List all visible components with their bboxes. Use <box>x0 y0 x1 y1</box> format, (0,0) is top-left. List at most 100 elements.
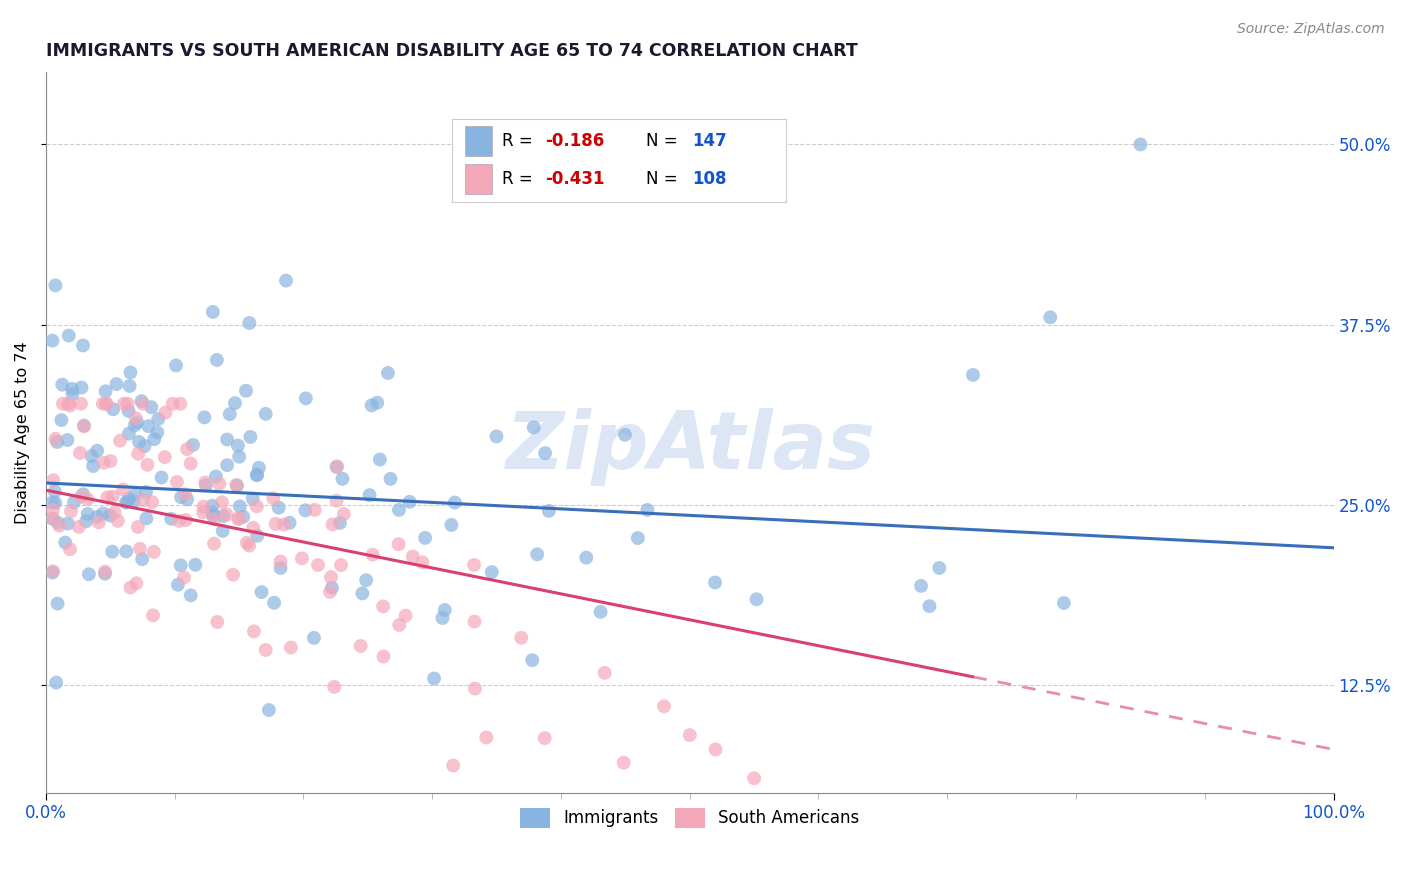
Text: Source: ZipAtlas.com: Source: ZipAtlas.com <box>1237 22 1385 37</box>
Point <box>94 384 117 399</box>
Point <box>1053 596 1076 610</box>
Point <box>589 605 612 619</box>
Point <box>129 541 152 556</box>
Point <box>56 433 79 447</box>
Point <box>193 505 215 519</box>
Point <box>537 504 560 518</box>
Point <box>962 368 984 382</box>
Point <box>118 426 141 441</box>
Point <box>46 516 69 530</box>
Point <box>138 419 160 434</box>
Point <box>235 384 257 398</box>
Point <box>254 643 277 657</box>
Point <box>526 547 548 561</box>
Point <box>350 639 373 653</box>
Point <box>463 615 485 629</box>
Point <box>143 432 166 446</box>
Point <box>593 665 616 680</box>
Point <box>441 758 464 772</box>
Point <box>101 490 124 504</box>
Point <box>44 496 66 510</box>
Point <box>125 411 148 425</box>
Point <box>69 446 91 460</box>
Point <box>229 500 252 514</box>
Point <box>207 615 229 629</box>
Point <box>232 509 254 524</box>
Point <box>44 484 66 499</box>
Point <box>128 434 150 449</box>
Point <box>105 377 128 392</box>
Point <box>46 434 69 449</box>
Point <box>112 397 135 411</box>
Point <box>184 558 207 572</box>
Point <box>72 338 94 352</box>
Point <box>411 556 433 570</box>
Point <box>533 731 555 745</box>
Point <box>142 608 165 623</box>
Point <box>58 328 80 343</box>
Point <box>75 514 97 528</box>
Point <box>295 392 318 406</box>
Point <box>330 558 353 573</box>
Point <box>201 305 224 319</box>
Point <box>120 581 142 595</box>
Point <box>162 397 184 411</box>
Point <box>42 473 65 487</box>
Point <box>51 377 73 392</box>
Point <box>150 470 173 484</box>
Point <box>174 513 197 527</box>
Point <box>86 443 108 458</box>
Point <box>228 511 250 525</box>
Point <box>225 478 247 492</box>
Point <box>42 511 65 525</box>
Point <box>93 456 115 470</box>
Point <box>228 512 250 526</box>
Point <box>134 439 156 453</box>
Point <box>91 507 114 521</box>
Point <box>132 397 155 411</box>
Point <box>273 517 295 532</box>
Point <box>704 575 727 590</box>
Point <box>80 449 103 463</box>
Point <box>433 603 456 617</box>
Point <box>41 566 63 580</box>
Point <box>101 402 124 417</box>
Point <box>52 397 75 411</box>
Point <box>398 495 420 509</box>
Point <box>264 516 287 531</box>
Point <box>636 503 658 517</box>
Point <box>127 447 149 461</box>
Point <box>274 274 297 288</box>
Point <box>322 517 344 532</box>
Point <box>205 469 228 483</box>
Point <box>246 529 269 543</box>
Point <box>174 487 197 501</box>
Point <box>444 495 467 509</box>
Point <box>173 570 195 584</box>
Point <box>194 478 217 492</box>
Point <box>485 429 508 443</box>
Point <box>278 516 301 530</box>
Point <box>302 631 325 645</box>
Point <box>132 493 155 508</box>
Point <box>228 450 250 464</box>
Point <box>1129 137 1152 152</box>
Point <box>59 399 82 413</box>
Point <box>280 640 302 655</box>
Point <box>218 407 240 421</box>
Point <box>60 382 83 396</box>
Point <box>42 564 65 578</box>
Point <box>217 458 239 472</box>
Point <box>204 512 226 526</box>
Point <box>135 485 157 500</box>
Point <box>148 412 170 426</box>
Point <box>41 334 63 348</box>
Point <box>167 514 190 528</box>
Point <box>202 537 225 551</box>
Point <box>44 278 66 293</box>
Point <box>325 459 347 474</box>
Point <box>394 608 416 623</box>
Point <box>388 618 411 632</box>
Point <box>208 476 231 491</box>
Point <box>242 521 264 535</box>
